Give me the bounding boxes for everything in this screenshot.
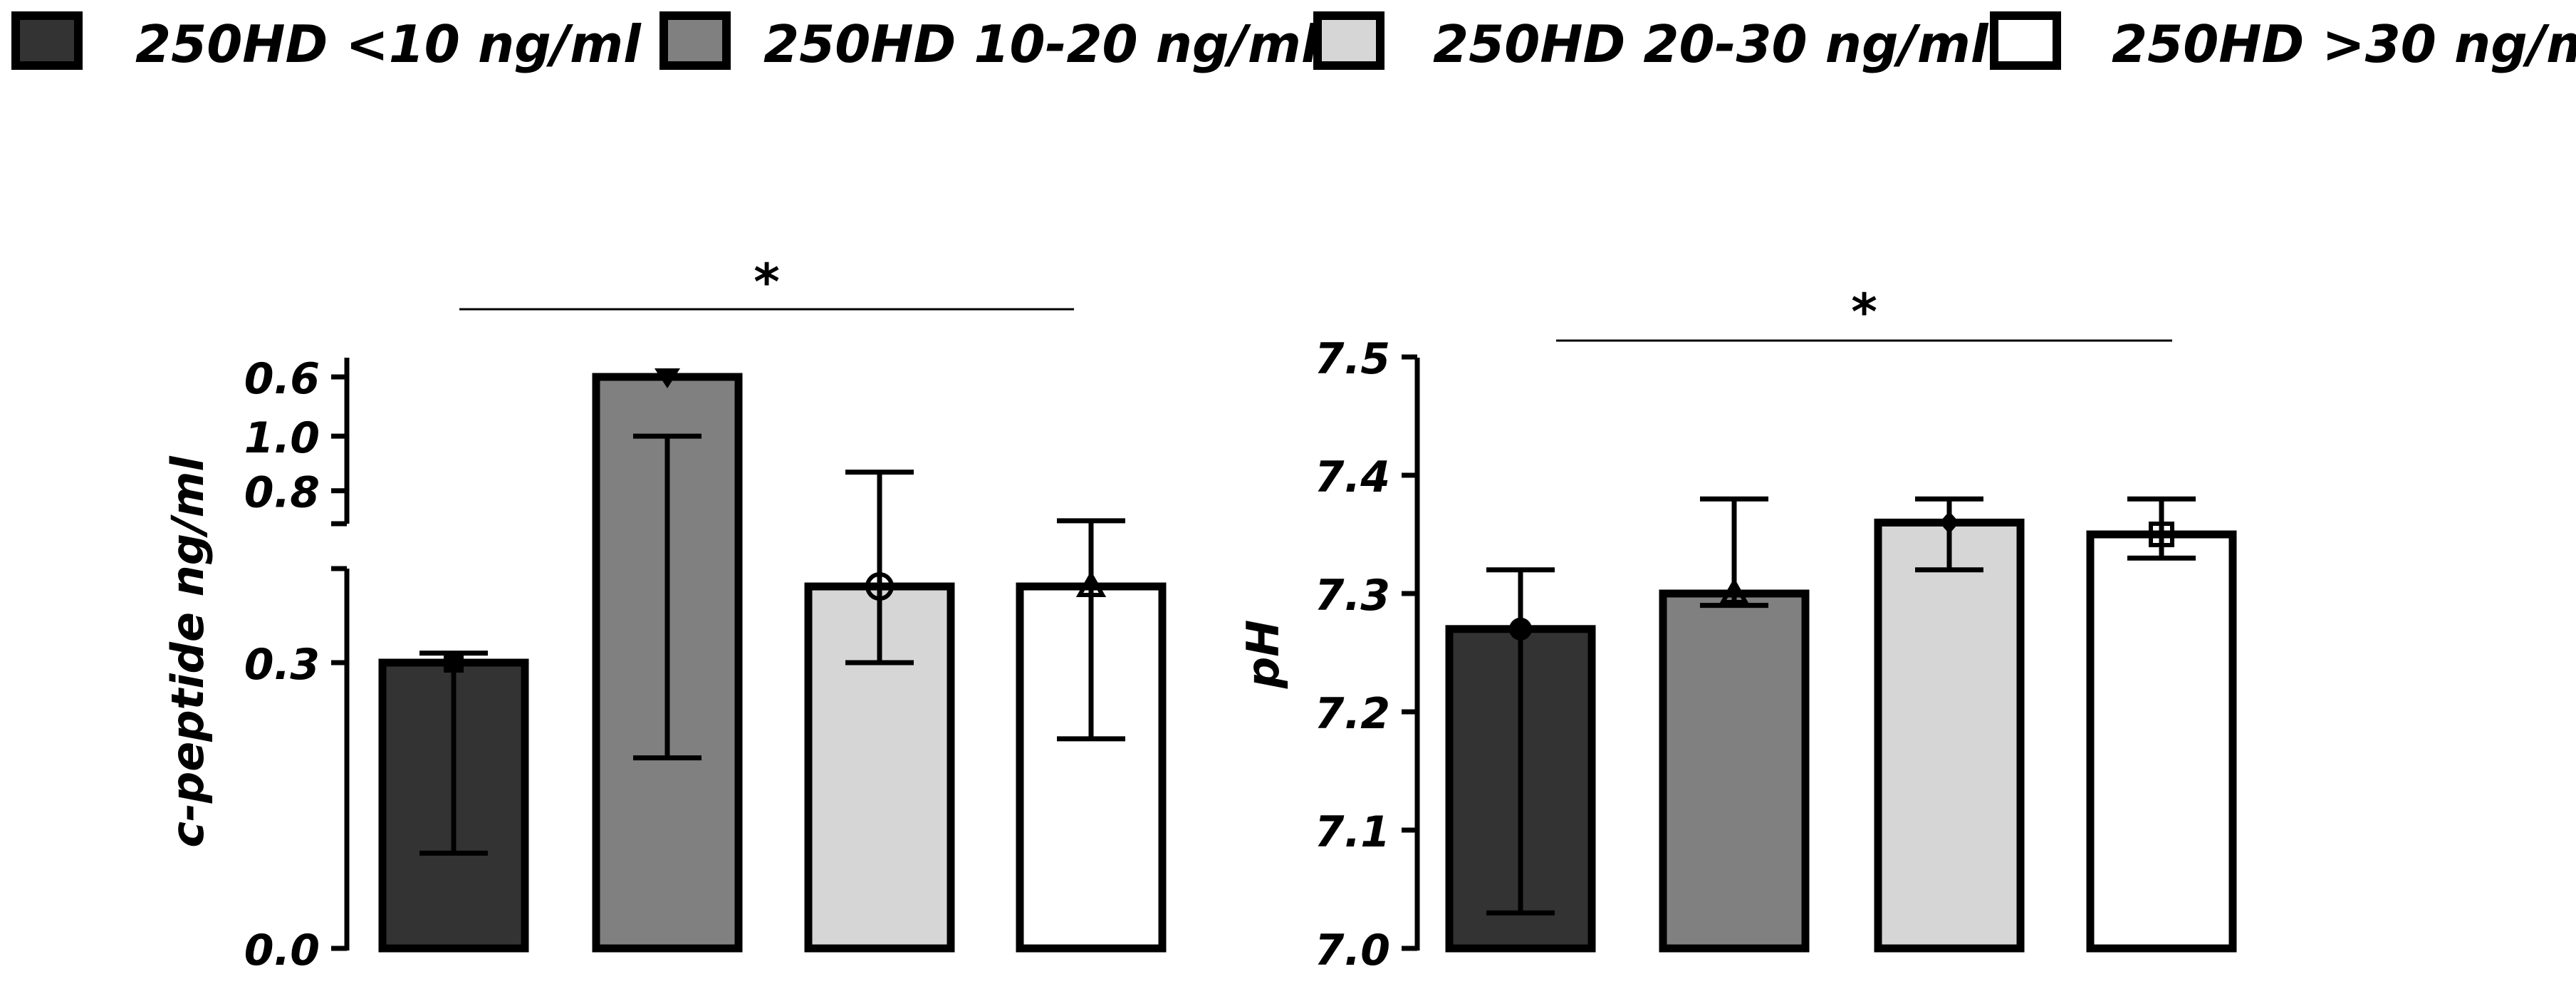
y-tick-label: 1.0 [244, 413, 320, 463]
legend-swatch [1313, 11, 1385, 70]
legend-item: 250HD 20-30 ng/ml [1313, 11, 1989, 74]
bar-marker [1719, 577, 1750, 604]
legend-label: 250HD >30 ng/ml [2112, 14, 2576, 74]
bar [1874, 518, 2025, 953]
bar-marker [1075, 571, 1107, 598]
y-tick-label: 7.1 [1315, 807, 1390, 857]
error-bar [1057, 518, 1125, 742]
y-tick-label: 0.3 [244, 640, 320, 690]
significance-star: * [753, 253, 780, 311]
error-bar [1700, 496, 1768, 608]
chart-panel: 7.0 7.1 7.2 7.3 7.4 7.5 pH * [1237, 283, 2237, 975]
y-tick-label: 0.0 [244, 926, 320, 975]
error-bar [1915, 496, 1983, 573]
error-bar [845, 470, 914, 666]
plots: 0.0 0.3 0.6 0.81.0 c-peptide ng/ml * 7.0 7.1 7.2… [162, 253, 2237, 975]
error-bar [2127, 496, 2196, 561]
error-bar [1486, 567, 1555, 916]
bar [2086, 530, 2237, 953]
bar-marker [655, 368, 680, 388]
y-tick-label: 7.0 [1315, 926, 1390, 975]
y-tick-label: 7.3 [1315, 571, 1390, 621]
y-tick-label: 0.8 [244, 468, 320, 518]
y-tick-label: 7.5 [1315, 334, 1390, 384]
chart-panel: 0.0 0.3 0.6 0.81.0 c-peptide ng/ml * [162, 253, 1167, 975]
legend: 250HD <10 ng/ml 250HD 10-20 ng/ml 250HD … [11, 11, 2576, 74]
legend-swatch [1990, 11, 2061, 70]
error-bar [419, 651, 488, 856]
legend-label: 250HD <10 ng/ml [135, 14, 642, 74]
y-tick-label: 7.2 [1315, 689, 1390, 739]
bar [1659, 589, 1810, 953]
bar-marker [1939, 511, 1959, 534]
y-tick-label: 7.4 [1315, 452, 1390, 502]
y-axis-title: c-peptide ng/ml [162, 456, 214, 848]
legend-label: 250HD 10-20 ng/ml [763, 14, 1320, 74]
y-tick-label: 0.6 [244, 354, 320, 404]
legend-item: 250HD 10-20 ng/ml [659, 11, 1320, 74]
bar-marker [1509, 617, 1532, 641]
y-axis-title: pH [1237, 620, 1289, 689]
error-bar [633, 368, 702, 761]
legend-item: 250HD <10 ng/ml [11, 11, 642, 74]
legend-label: 250HD 20-30 ng/ml [1433, 14, 1989, 74]
legend-swatch [659, 11, 731, 70]
significance-star: * [1851, 283, 1877, 341]
bar-marker [444, 652, 464, 673]
legend-swatch [11, 11, 83, 70]
legend-item: 250HD >30 ng/ml [1990, 11, 2576, 74]
